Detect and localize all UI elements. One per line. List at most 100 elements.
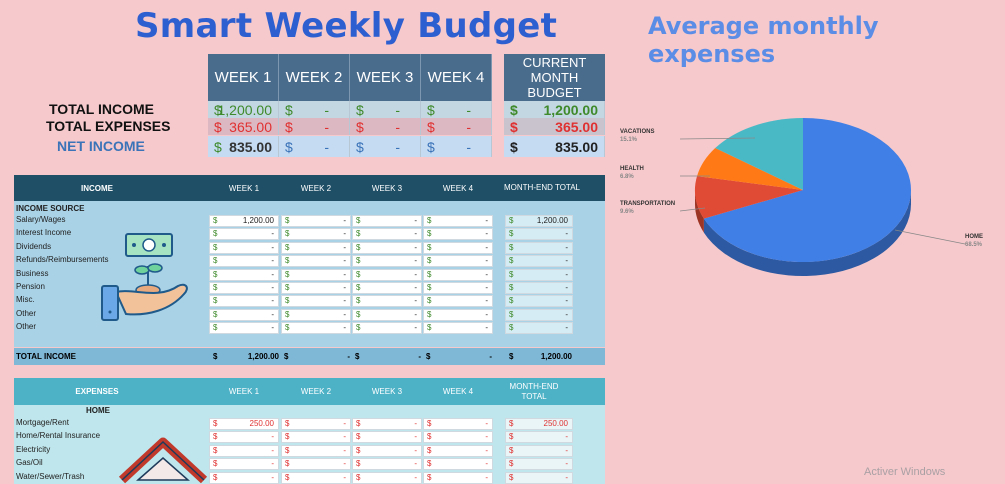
income-cell[interactable]: $ - [423,268,493,281]
income-cell[interactable]: $ - [352,268,422,281]
income-cell[interactable]: $ - [352,228,422,241]
income-cell[interactable]: $ - [209,268,279,281]
currency-symbol: $ [427,138,435,155]
income-cell[interactable]: $ - [352,308,422,321]
income-cell[interactable]: $ - [423,228,493,241]
income-cell[interactable]: $ - [281,228,351,241]
income-cell[interactable]: $ - [352,282,422,294]
expenses-total-cell: $ - [505,431,573,444]
income-cell[interactable]: $1,200.00 [209,215,279,227]
income-cell[interactable]: $ - [209,295,279,308]
income-cell[interactable]: $ - [423,282,493,294]
expenses-pie-chart: HOME 68.5% TRANSPORTATION 9.6% HEALTH 6.8% VAC… [620,118,983,277]
currency-symbol: $ [356,269,361,279]
income-row-label: Interest Income [16,228,72,238]
income-cell[interactable]: $ - [423,322,493,335]
income-cell[interactable]: $ - [209,282,279,294]
income-cell[interactable]: $ - [352,255,422,268]
expenses-cell-value: - [485,419,488,428]
income-cell[interactable]: $ - [209,241,279,254]
currency-symbol: $ [285,323,290,333]
income-cell[interactable]: $ - [281,322,351,335]
expenses-cell[interactable]: $ - [209,444,279,457]
currency-symbol: $ [356,242,361,252]
currency-symbol: $ [213,229,218,239]
income-total-cell: $ - [505,255,573,268]
pie-slice-transportation [695,176,803,219]
expenses-cell[interactable]: $250.00 [209,418,279,430]
income-header-week-2: WEEK 2 [300,183,332,193]
income-total-cell: $ - [505,308,573,321]
income-cell[interactable]: $ - [209,228,279,241]
summary-value: - [466,101,471,118]
income-cell[interactable]: $ - [423,241,493,254]
income-cell[interactable]: $ - [209,308,279,321]
expenses-cell[interactable]: $ - [423,458,493,471]
income-cell[interactable]: $ - [281,295,351,308]
income-cell-value: - [485,323,488,333]
expenses-cell[interactable]: $ - [281,418,351,430]
income-cell[interactable]: $ - [423,255,493,268]
pie-label-vacations: VACATIONS [620,129,654,135]
income-cell-value: - [485,229,488,239]
income-cell[interactable]: $ - [423,295,493,308]
expenses-cell[interactable]: $ - [352,471,422,484]
income-cell[interactable]: $ - [209,255,279,268]
expenses-header-week-1: WEEK 1 [228,387,260,396]
expenses-cell[interactable]: $ - [423,444,493,457]
summary-current-cell: $365.00 [504,118,605,135]
income-cell[interactable]: $ - [209,322,279,335]
expenses-cell[interactable]: $ - [352,444,422,457]
income-cell[interactable]: $ - [281,215,351,227]
income-cell[interactable]: $ - [281,255,351,268]
income-cell[interactable]: $ - [281,268,351,281]
expenses-cell[interactable]: $ - [281,458,351,471]
expenses-row-label: Mortgage/Rent [16,418,69,427]
expenses-cell[interactable]: $ - [281,444,351,457]
total-income-label: TOTAL INCOME [16,352,76,361]
expenses-row-label: Gas/Oil [16,458,43,468]
income-cell[interactable]: $ - [281,308,351,321]
currency-symbol: $ [509,309,514,319]
currency-symbol: $ [509,242,514,252]
expenses-cell[interactable]: $ - [209,458,279,471]
expenses-cell[interactable]: $ - [423,471,493,484]
expenses-cell[interactable]: $ - [352,418,422,430]
currency-symbol: $ [356,283,361,292]
income-cell[interactable]: $ - [352,241,422,254]
income-cell[interactable]: $ - [281,282,351,294]
page-title: Smart Weekly Budget [135,6,558,46]
expenses-cell[interactable]: $ - [423,418,493,430]
currency-symbol: $ [285,216,290,225]
income-cell[interactable]: $ - [423,308,493,321]
income-cell[interactable]: $ - [352,215,422,227]
expenses-cell[interactable]: $ - [209,471,279,484]
summary-value: - [324,118,329,135]
expenses-total-value: - [565,445,568,455]
income-row-label: Business [16,268,49,278]
expenses-cell[interactable]: $ - [423,431,493,444]
pie-leader-line [679,137,756,140]
income-cell-value: - [485,216,488,225]
currency-symbol: $ [285,229,290,239]
expenses-cell-value: - [485,472,488,482]
income-cell[interactable]: $ - [281,241,351,254]
income-cell[interactable]: $ - [352,295,422,308]
expenses-cell[interactable]: $ - [352,458,422,471]
expenses-total-value: - [565,432,568,442]
expenses-cell-value: 250.00 [249,419,274,428]
pie-slice-vacations [715,118,803,190]
income-cell-value: - [485,309,488,319]
currency-symbol: $ [356,472,361,482]
expenses-cell-value: - [414,445,417,455]
income-cell[interactable]: $ - [423,215,493,227]
income-cell-value: - [343,283,346,292]
expenses-cell[interactable]: $ - [209,431,279,444]
expenses-cell[interactable]: $ - [281,471,351,484]
income-cell[interactable]: $ - [352,322,422,335]
summary-current-cell: $835.00 [504,136,605,157]
current-month-header: CURRENT MONTH BUDGET [504,54,605,101]
expenses-cell[interactable]: $ - [281,431,351,444]
income-cell-value: - [343,256,346,266]
expenses-cell[interactable]: $ - [352,431,422,444]
